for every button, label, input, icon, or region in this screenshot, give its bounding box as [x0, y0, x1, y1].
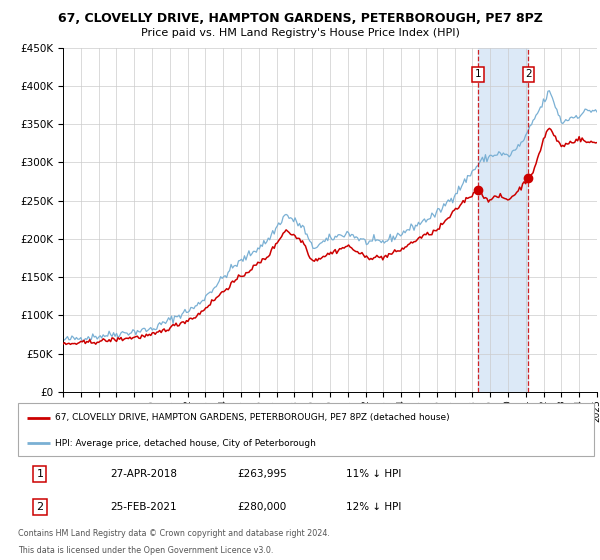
- Text: HPI: Average price, detached house, City of Peterborough: HPI: Average price, detached house, City…: [55, 438, 316, 447]
- Text: 1: 1: [475, 69, 481, 80]
- Text: 12% ↓ HPI: 12% ↓ HPI: [346, 502, 401, 512]
- Text: 2: 2: [525, 69, 532, 80]
- Text: 11% ↓ HPI: 11% ↓ HPI: [346, 469, 401, 479]
- Text: 1: 1: [37, 469, 43, 479]
- Text: Contains HM Land Registry data © Crown copyright and database right 2024.: Contains HM Land Registry data © Crown c…: [18, 529, 330, 538]
- Bar: [478, 48, 529, 392]
- Text: £263,995: £263,995: [237, 469, 287, 479]
- Text: Price paid vs. HM Land Registry's House Price Index (HPI): Price paid vs. HM Land Registry's House …: [140, 28, 460, 38]
- Text: £280,000: £280,000: [237, 502, 286, 512]
- Text: 67, CLOVELLY DRIVE, HAMPTON GARDENS, PETERBOROUGH, PE7 8PZ: 67, CLOVELLY DRIVE, HAMPTON GARDENS, PET…: [58, 12, 542, 25]
- FancyBboxPatch shape: [18, 403, 594, 456]
- Text: 67, CLOVELLY DRIVE, HAMPTON GARDENS, PETERBOROUGH, PE7 8PZ (detached house): 67, CLOVELLY DRIVE, HAMPTON GARDENS, PET…: [55, 413, 450, 422]
- Text: 25-FEB-2021: 25-FEB-2021: [110, 502, 177, 512]
- Text: 2: 2: [37, 502, 43, 512]
- Text: This data is licensed under the Open Government Licence v3.0.: This data is licensed under the Open Gov…: [18, 545, 274, 554]
- Text: 27-APR-2018: 27-APR-2018: [110, 469, 177, 479]
